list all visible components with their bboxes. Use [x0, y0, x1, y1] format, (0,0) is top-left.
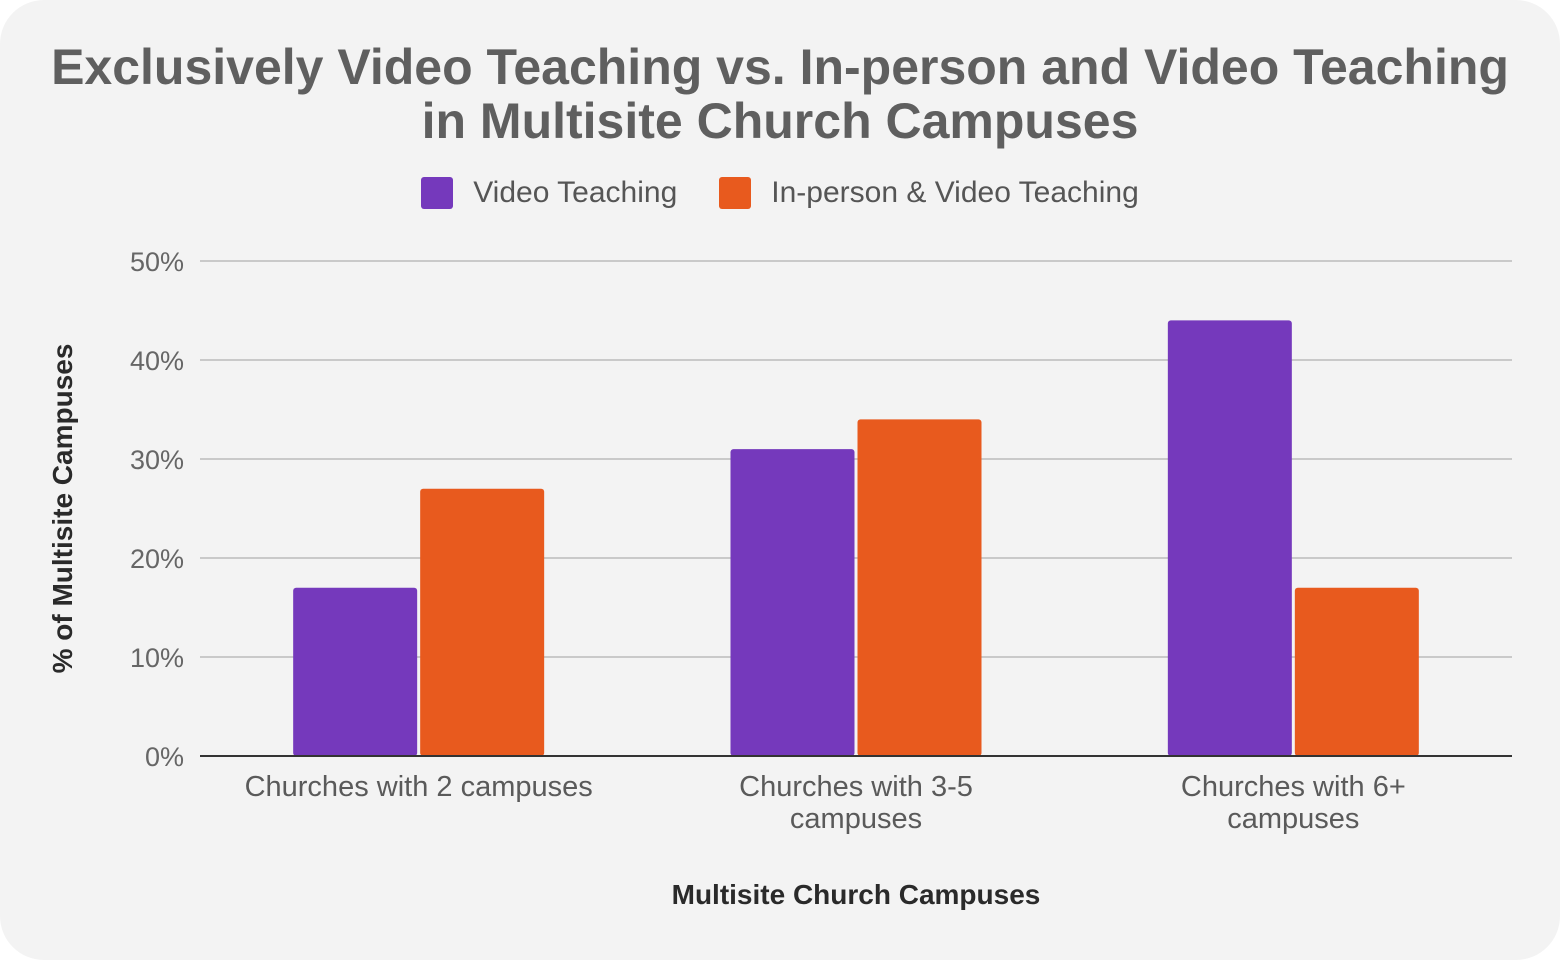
x-category-label: Churches with 3-5	[739, 771, 973, 803]
y-tick-label: 10%	[130, 643, 184, 673]
legend: Video Teaching In-person & Video Teachin…	[0, 176, 1560, 210]
y-tick-label: 20%	[130, 544, 184, 574]
y-axis-ticks: 0% 10% 20% 30% 40% 50%	[130, 247, 184, 772]
chart-title: Exclusively Video Teaching vs. In-person…	[0, 40, 1560, 148]
legend-swatch-video-teaching	[421, 177, 454, 209]
x-axis-title: Multisite Church Campuses	[672, 879, 1041, 910]
gridlines	[200, 260, 1512, 658]
y-tick-label: 0%	[145, 742, 184, 772]
x-category-label: Churches with 6+	[1181, 771, 1406, 803]
legend-item-in-person-video-teaching[interactable]: In-person & Video Teaching	[719, 176, 1139, 210]
bar-in-person-video-teaching-2[interactable]	[857, 419, 982, 756]
y-tick-label: 40%	[130, 346, 184, 376]
bar-video-teaching-1[interactable]	[293, 587, 418, 756]
legend-label-in-person-video-teaching: In-person & Video Teaching	[771, 176, 1139, 209]
chart-title-line-2: in Multisite Church Campuses	[421, 93, 1139, 149]
bar-video-teaching-2[interactable]	[730, 449, 855, 756]
bars	[293, 320, 1419, 756]
bar-in-person-video-teaching-1[interactable]	[420, 488, 545, 756]
y-tick-label: 30%	[130, 445, 184, 475]
y-axis-title: % of Multisite Campuses	[47, 344, 78, 674]
x-category-label: campuses	[790, 803, 922, 835]
x-category-label: campuses	[1227, 803, 1359, 835]
legend-label-video-teaching: Video Teaching	[473, 176, 678, 209]
x-category-label: Churches with 2 campuses	[245, 771, 593, 803]
chart-title-line-1: Exclusively Video Teaching vs. In-person…	[51, 39, 1509, 95]
y-tick-label: 50%	[130, 247, 184, 277]
x-axis-categories: Churches with 2 campuses Churches with 3-…	[245, 771, 1406, 835]
legend-item-video-teaching[interactable]: Video Teaching	[421, 176, 677, 210]
legend-swatch-in-person-video-teaching	[719, 177, 752, 209]
bar-in-person-video-teaching-3[interactable]	[1294, 587, 1419, 756]
bar-video-teaching-3[interactable]	[1167, 320, 1292, 756]
